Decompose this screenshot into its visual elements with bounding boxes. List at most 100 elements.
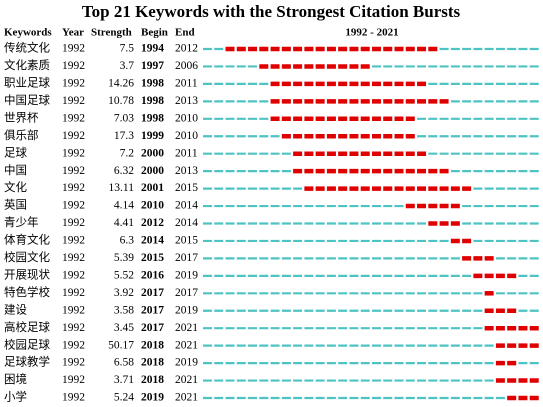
cell: 1999 [141, 130, 164, 142]
cell: 传统文化 [4, 41, 50, 55]
cell: 3.7 [120, 60, 135, 72]
header-cell: Year [62, 27, 84, 39]
cell: 13.11 [109, 182, 135, 194]
cell: 2012 [141, 217, 164, 229]
cell: 1992 [62, 287, 85, 299]
cell: 2017 [175, 252, 198, 264]
header-cell: Strength [91, 27, 132, 39]
cell: 1992 [62, 95, 85, 107]
cell: 2016 [141, 269, 164, 281]
cell: 7.5 [120, 43, 135, 55]
cell: 特色学校 [4, 285, 50, 299]
cell: 3.71 [114, 374, 134, 386]
cell: 2017 [141, 322, 164, 334]
cell: 7.03 [114, 112, 134, 124]
cell: 3.58 [114, 304, 134, 316]
cell: 1992 [62, 60, 85, 72]
cell: 困境 [4, 372, 27, 386]
cell: 1992 [62, 43, 85, 55]
cell: 1992 [62, 112, 85, 124]
cell: 2010 [141, 200, 164, 212]
cell: 1992 [62, 182, 85, 194]
cell: 开展现状 [4, 267, 50, 281]
cell: 2013 [175, 165, 198, 177]
cell: 职业足球 [4, 76, 50, 90]
cell: 2018 [141, 339, 164, 351]
cell: 2011 [175, 147, 198, 159]
cell: 2012 [175, 43, 198, 55]
cell: 1992 [62, 252, 85, 264]
cell: 1998 [141, 95, 164, 107]
cell: 中国 [4, 164, 27, 177]
cell: 2018 [141, 357, 164, 369]
cell: 2019 [175, 304, 198, 316]
cell: 1992 [62, 130, 85, 142]
cell: 高校足球 [4, 320, 50, 334]
cell: 1992 [62, 339, 85, 351]
cell: 校园足球 [4, 337, 50, 351]
cell: 小学 [4, 390, 27, 404]
cell: 50.17 [108, 339, 134, 351]
cell: 1998 [141, 78, 164, 90]
cell: 2000 [141, 147, 164, 159]
title: Top 21 Keywords with the Strongest Citat… [82, 2, 461, 21]
cell: 6.3 [120, 235, 135, 247]
cell: 1992 [62, 374, 85, 386]
cell: 2019 [175, 269, 198, 281]
cell: 2006 [175, 60, 198, 72]
cell: 14.26 [108, 78, 134, 90]
cell: 足球 [4, 145, 27, 159]
cell: 4.14 [114, 200, 134, 212]
cell: 2001 [141, 182, 164, 194]
cell: 2018 [141, 374, 164, 386]
cell: 2014 [175, 200, 198, 212]
cell: 1992 [62, 357, 85, 369]
cell: 建设 [4, 302, 27, 316]
cell: 1992 [62, 392, 85, 404]
cell: 2019 [175, 357, 198, 369]
cell: 17.3 [114, 130, 134, 142]
cell: 6.58 [114, 357, 134, 369]
cell: 2015 [141, 252, 164, 264]
header-cell: Begin [141, 27, 168, 39]
cell: 1997 [141, 60, 164, 72]
cell: 2015 [175, 182, 198, 194]
cell: 7.2 [120, 147, 135, 159]
cell: 2010 [175, 112, 198, 124]
cell: 1992 [62, 78, 85, 90]
cell: 文化 [4, 180, 27, 194]
cell: 1992 [62, 147, 85, 159]
header-cell: End [175, 27, 195, 39]
cell: 1992 [62, 165, 85, 177]
cell: 世界杯 [4, 110, 39, 124]
cell: 足球教学 [4, 355, 50, 369]
cell: 青少年 [4, 215, 39, 229]
cell: 1994 [141, 43, 164, 55]
cell: 10.78 [108, 95, 134, 107]
cell: 2019 [141, 392, 164, 404]
cell: 2000 [141, 165, 164, 177]
cell: 1992 [62, 322, 85, 334]
cell: 6.32 [114, 165, 134, 177]
header-cell: Keywords [4, 27, 52, 39]
cell: 1998 [141, 112, 164, 124]
cell: 2021 [175, 392, 198, 404]
cell: 4.41 [114, 217, 134, 229]
cell: 2017 [141, 287, 164, 299]
cell: 俱乐部 [4, 128, 39, 142]
header-cell: 1992 - 2021 [345, 27, 398, 39]
cell: 1992 [62, 269, 85, 281]
cell: 1992 [62, 217, 85, 229]
cell: 2017 [175, 287, 198, 299]
cell: 5.24 [114, 392, 134, 404]
cell: 体育文化 [4, 233, 50, 247]
cell: 中国足球 [4, 93, 50, 107]
cell: 2014 [141, 235, 164, 247]
cell: 2013 [175, 95, 198, 107]
cell: 2010 [175, 130, 198, 142]
cell: 英国 [4, 198, 27, 212]
cell: 2015 [175, 235, 198, 247]
cell: 2021 [175, 374, 198, 386]
cell: 1992 [62, 304, 85, 316]
